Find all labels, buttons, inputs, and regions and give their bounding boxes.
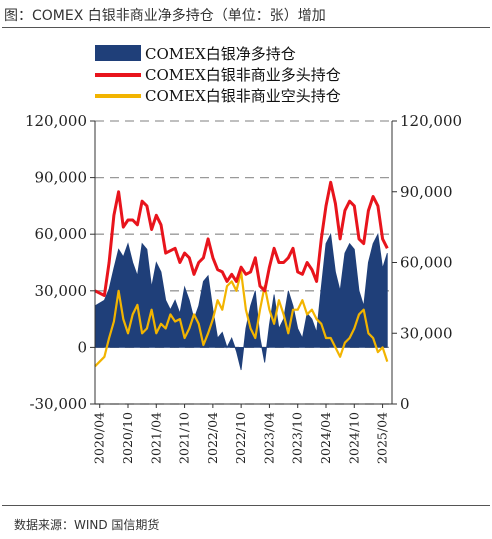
- y-left-tick-label: 60,000: [35, 225, 88, 243]
- x-tick-label: 2024/10: [346, 412, 361, 464]
- axes: 120,000 90,000 60,000 30,000 0 -30,000 120,000…: [25, 112, 462, 464]
- y-right-tick-label: 120,000: [400, 112, 462, 130]
- x-tick-label: 2025/04: [375, 412, 390, 464]
- x-tick-label: 2020/04: [92, 412, 107, 464]
- legend: COMEX白银净多持仓 COMEX白银非商业多头持仓 COMEX白银非商业空头持…: [95, 45, 341, 105]
- bottom-divider: [2, 505, 490, 506]
- y-right-tick-label: 0: [400, 395, 410, 413]
- y-right-tick-label: 30,000: [400, 324, 453, 342]
- y-left-tick-label: -30,000: [29, 395, 87, 413]
- x-tick-label: 2021/04: [148, 412, 163, 464]
- y-left-tick-label: 120,000: [25, 112, 87, 130]
- x-tick-label: 2021/10: [177, 412, 192, 464]
- series-lines: [94, 180, 389, 368]
- legend-label-long: COMEX白银非商业多头持仓: [145, 66, 341, 84]
- x-tick-label: 2022/10: [233, 412, 248, 464]
- x-tick-label: 2023/10: [290, 412, 305, 464]
- legend-label-short: COMEX白银非商业空头持仓: [145, 87, 341, 105]
- x-tick-label: 2020/10: [120, 412, 135, 464]
- series-net-long-area: [94, 232, 388, 371]
- x-tick-label: 2022/04: [205, 412, 220, 464]
- chart-title: 图：COMEX 白银非商业净多持仓（单位：张）增加: [4, 8, 326, 24]
- legend-swatch-net: [95, 45, 141, 61]
- x-tick-label: 2024/04: [318, 412, 333, 464]
- y-right-tick-label: 60,000: [400, 254, 453, 272]
- top-divider: [2, 27, 490, 28]
- data-source: 数据来源：WIND 国信期货: [14, 518, 160, 532]
- y-left-tick-label: 90,000: [35, 169, 88, 187]
- legend-label-net: COMEX白银净多持仓: [145, 45, 296, 63]
- y-right-tick-label: 90,000: [400, 183, 453, 201]
- chart-svg: COMEX白银净多持仓 COMEX白银非商业多头持仓 COMEX白银非商业空头持…: [25, 45, 462, 464]
- net-long-area: [94, 232, 388, 371]
- series-long-line: [94, 180, 389, 297]
- x-tick-label: 2023/04: [261, 412, 276, 464]
- y-left-tick-label: 0: [77, 338, 87, 356]
- series-short-line: [94, 270, 389, 368]
- y-left-tick-label: 30,000: [35, 282, 88, 300]
